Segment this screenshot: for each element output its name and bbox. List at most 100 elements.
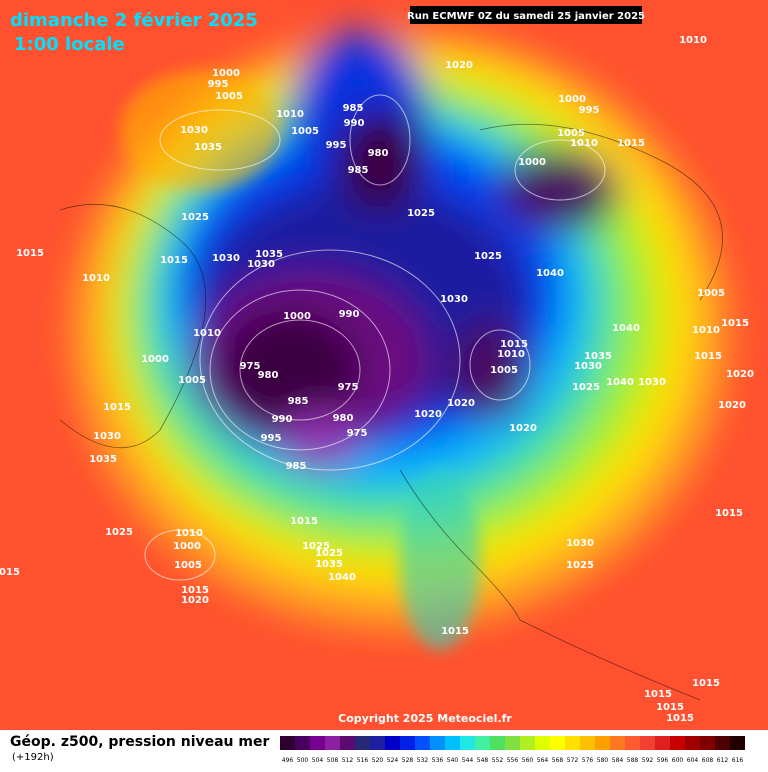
legend-label: 524: [387, 757, 399, 764]
legend-label: 544: [462, 757, 474, 764]
pressure-label: 1030: [638, 377, 666, 388]
pressure-label: 1015: [181, 585, 209, 596]
legend-label: 608: [702, 757, 714, 764]
pressure-label: 1020: [718, 400, 746, 411]
pressure-label: 1010: [175, 528, 203, 539]
legend-swatch: [685, 736, 700, 750]
legend-swatch: [370, 736, 385, 750]
pressure-label: 1000: [558, 94, 586, 105]
pressure-label: 1010: [692, 325, 720, 336]
pressure-label: 1035: [315, 559, 343, 570]
pressure-label: 1035: [255, 249, 283, 260]
pressure-label: 985: [288, 396, 309, 407]
legend-label: 496: [282, 757, 294, 764]
pressure-label: 1040: [612, 323, 640, 334]
legend-swatch: [445, 736, 460, 750]
pressure-label: 1010: [276, 109, 304, 120]
legend-label: 568: [552, 757, 564, 764]
title: dimanche 2 février 2025: [10, 10, 258, 31]
legend-swatch: [670, 736, 685, 750]
legend-swatch: [400, 736, 415, 750]
legend-label: 612: [717, 757, 729, 764]
legend-swatch: [460, 736, 475, 750]
pressure-label: 1015: [644, 689, 672, 700]
pressure-label: 1025: [474, 251, 502, 262]
pressure-label: 1010: [570, 138, 598, 149]
legend-label: 512: [342, 757, 354, 764]
legend-swatch: [325, 736, 340, 750]
legend-swatch: [565, 736, 580, 750]
pressure-label: 1015: [617, 138, 645, 149]
pressure-label: 1025: [315, 548, 343, 559]
pressure-label: 1000: [518, 157, 546, 168]
pressure-label: 985: [348, 165, 369, 176]
legend-swatch: [595, 736, 610, 750]
pressure-label: 1015: [715, 508, 743, 519]
legend-label: 572: [567, 757, 579, 764]
pressure-label: 1015: [441, 626, 469, 637]
legend-label: 520: [372, 757, 384, 764]
legend-swatch: [535, 736, 550, 750]
legend-label: 596: [657, 757, 669, 764]
pressure-label: 1025: [407, 208, 435, 219]
pressure-label: 1025: [181, 212, 209, 223]
pressure-label: 995: [579, 105, 600, 116]
legend-label: 560: [522, 757, 534, 764]
pressure-label: 1005: [178, 375, 206, 386]
pressure-label: 1000: [283, 311, 311, 322]
legend-label: 508: [327, 757, 339, 764]
pressure-label: 975: [338, 382, 359, 393]
legend-label: 552: [492, 757, 504, 764]
pressure-label: 1040: [606, 377, 634, 388]
pressure-label: 1005: [174, 560, 202, 571]
legend-label: 540: [447, 757, 459, 764]
run-info: Run ECMWF 0Z du samedi 25 janvier 2025: [407, 11, 645, 22]
legend-swatch: [355, 736, 370, 750]
legend-label: 556: [507, 757, 519, 764]
pressure-label: 1000: [173, 541, 201, 552]
field: [0, 0, 768, 730]
legend-swatch: [700, 736, 715, 750]
legend-label: 588: [627, 757, 639, 764]
pressure-label: 1000: [212, 68, 240, 79]
pressure-label: 1015: [666, 713, 694, 724]
pressure-label: 1005: [215, 91, 243, 102]
legend-swatch: [730, 736, 745, 750]
legend-label: 592: [642, 757, 654, 764]
legend-swatch: [490, 736, 505, 750]
legend-swatch: [295, 736, 310, 750]
legend-swatch: [340, 736, 355, 750]
legend-swatch: [625, 736, 640, 750]
pressure-label: 1020: [447, 398, 475, 409]
pressure-label: 985: [286, 461, 307, 472]
pressure-label: 1005: [557, 128, 585, 139]
pressure-label: 985: [343, 103, 364, 114]
pressure-labels: 1010102010009951005985990101010051000995…: [0, 35, 754, 724]
pressure-label: 1035: [194, 142, 222, 153]
pressure-label: 990: [339, 309, 360, 320]
pressure-label: 1030: [180, 125, 208, 136]
legend-swatch: [280, 736, 295, 750]
legend: 496 500 504 508 512 516 520 524 528 532 536 540 544 5…: [280, 736, 745, 764]
pressure-label: 1035: [584, 351, 612, 362]
legend-swatch: [550, 736, 565, 750]
pressure-label: 1030: [440, 294, 468, 305]
pressure-label: 1010: [193, 328, 221, 339]
subtitle: 1:00 locale: [14, 34, 125, 55]
pressure-label: 980: [333, 413, 354, 424]
pressure-label: 1025: [566, 560, 594, 571]
legend-label: 528: [402, 757, 414, 764]
pressure-label: 1040: [328, 572, 356, 583]
legend-swatch: [580, 736, 595, 750]
legend-swatch: [715, 736, 730, 750]
legend-swatch: [385, 736, 400, 750]
pressure-label: 995: [208, 79, 229, 90]
pressure-label: 1025: [572, 382, 600, 393]
legend-label: 516: [357, 757, 369, 764]
pressure-label: 1005: [697, 288, 725, 299]
pressure-label: 1035: [89, 454, 117, 465]
legend-label: 548: [477, 757, 489, 764]
pressure-label: 1030: [574, 361, 602, 372]
legend-swatch: [310, 736, 325, 750]
legend-label: 536: [432, 757, 444, 764]
